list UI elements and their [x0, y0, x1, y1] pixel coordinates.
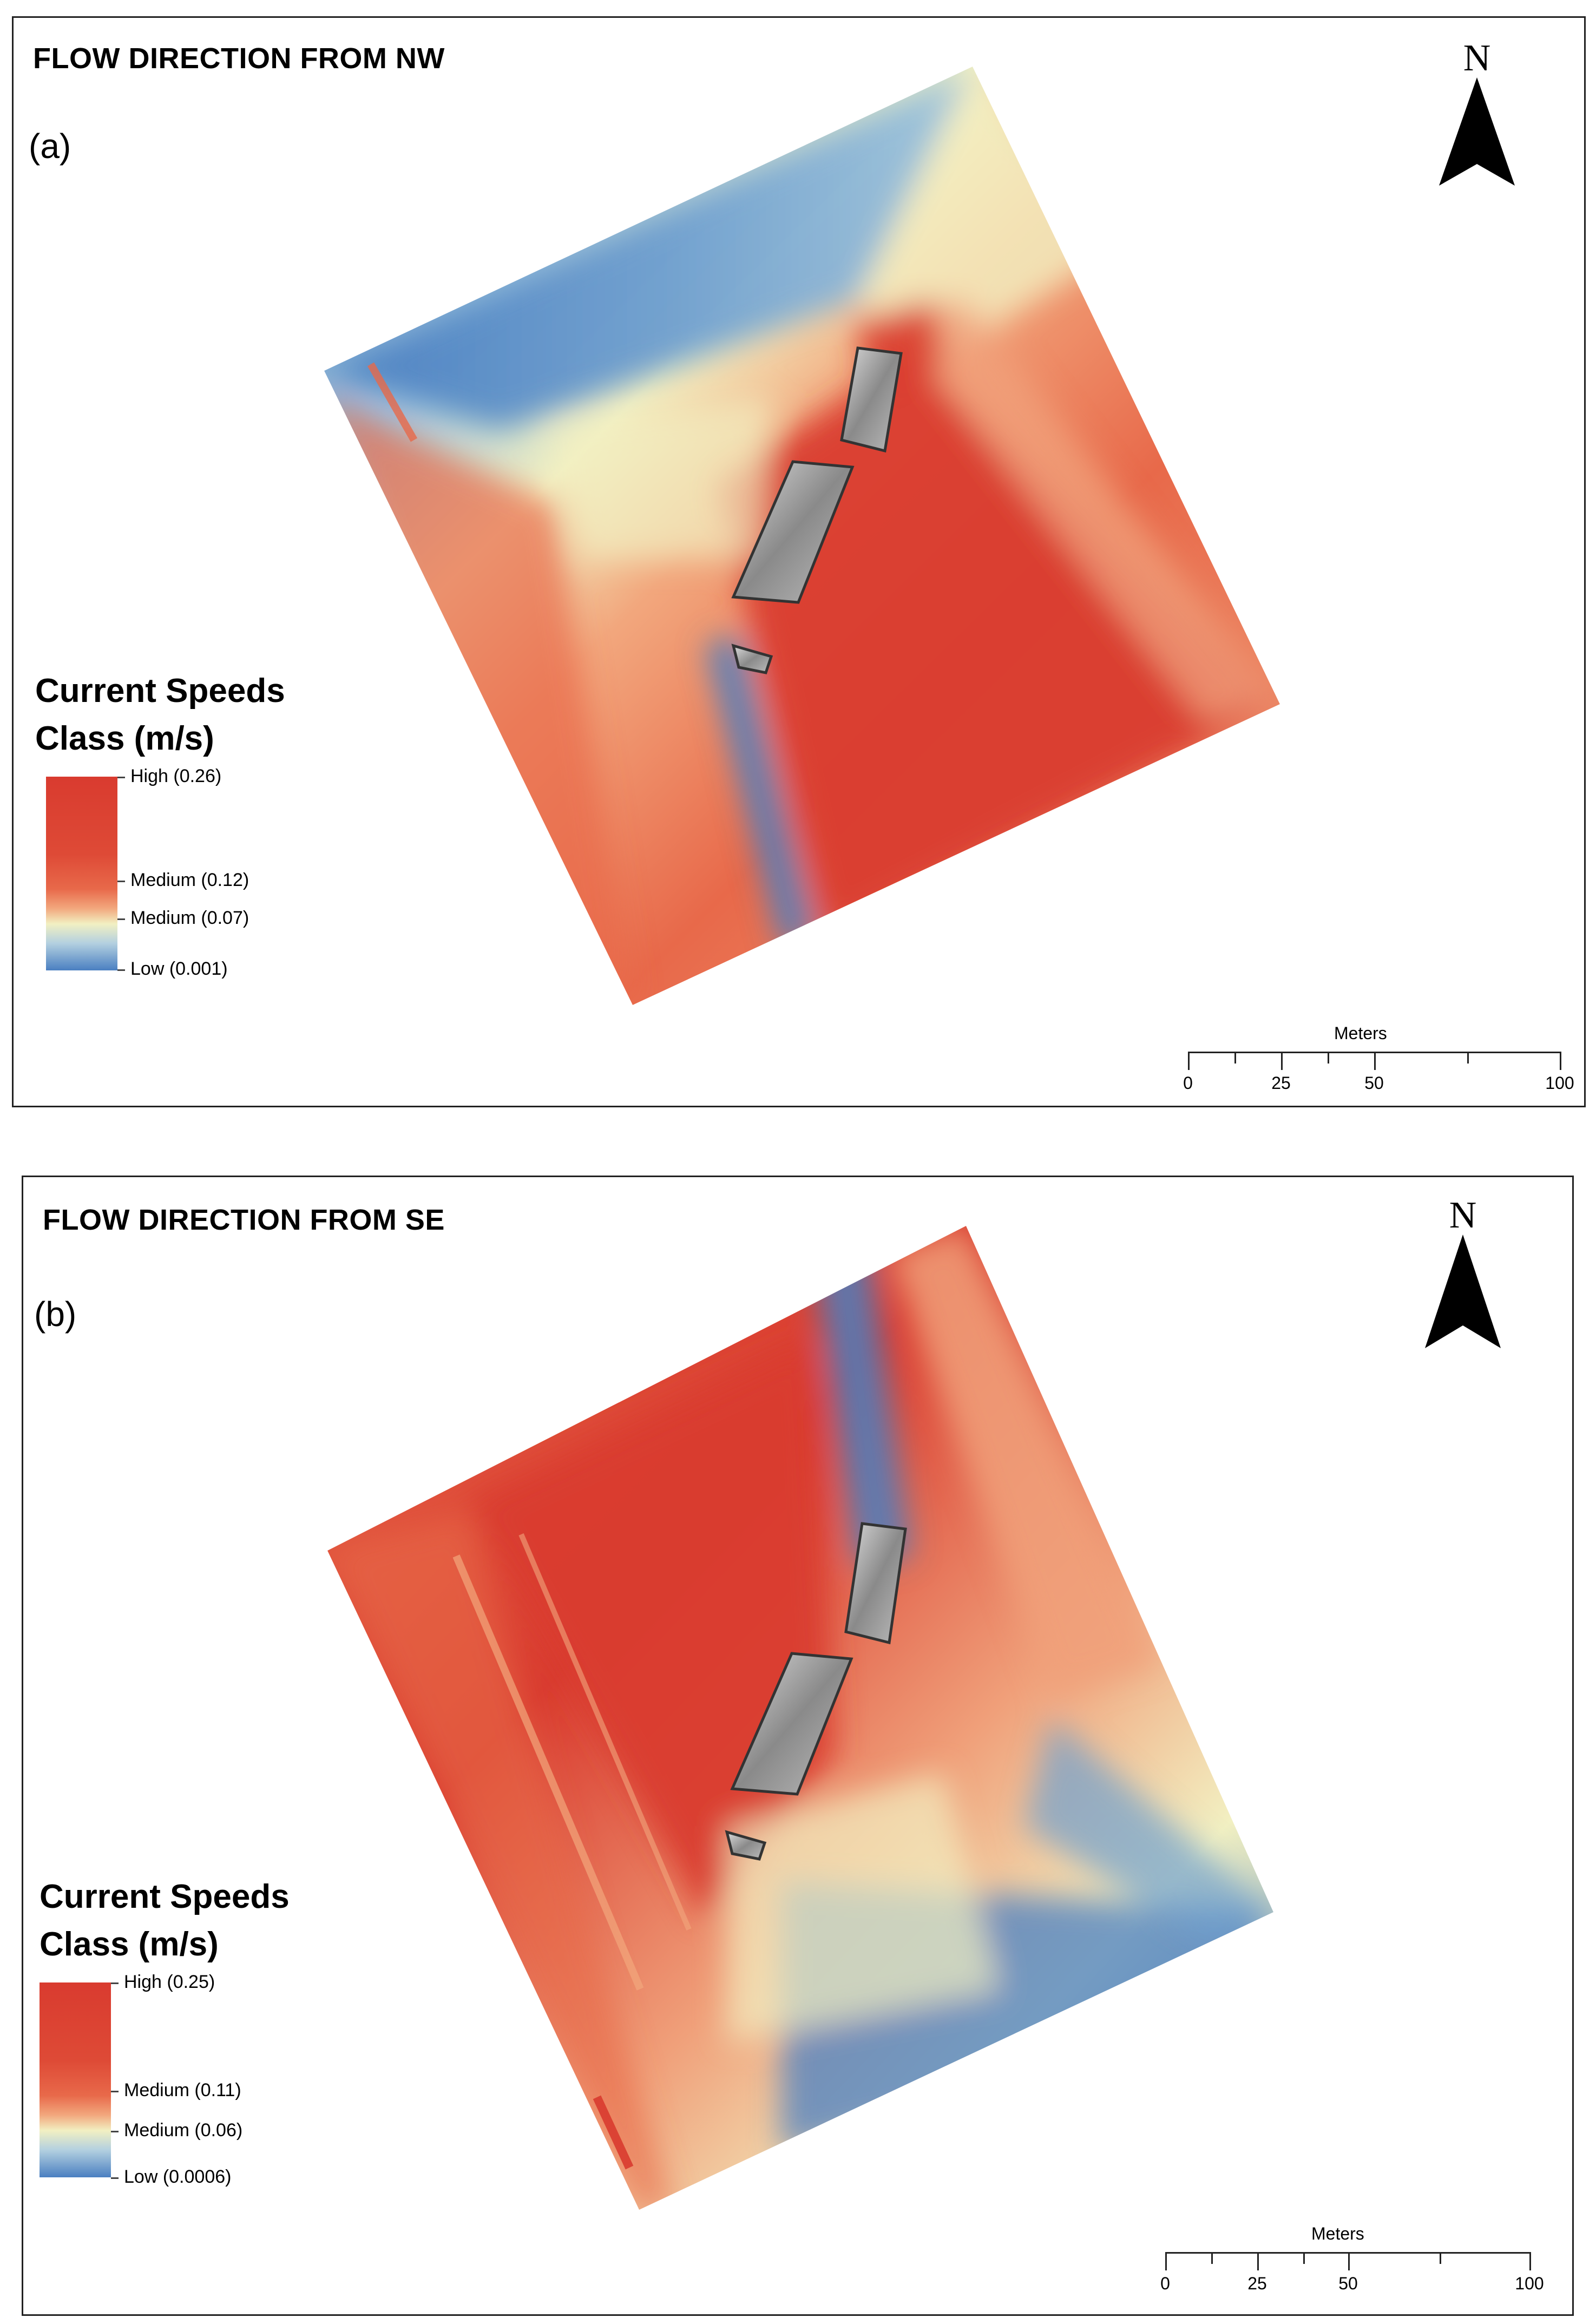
scale-tick-0: 0 [1183, 1073, 1193, 1093]
north-label: N [1449, 1194, 1477, 1236]
legend-entry-medium-low: Medium (0.06) [124, 2120, 243, 2141]
legend-title: Current Speeds [35, 672, 285, 710]
legend-subtitle: Class (m/s) [40, 1926, 219, 1963]
north-arrow-icon [1439, 77, 1515, 186]
scale-tick-25: 25 [1247, 2274, 1267, 2293]
shipwreck-icon [725, 1522, 907, 1861]
north-arrow: N [1434, 40, 1520, 188]
scale-bar: Meters 0 25 50 100 [1172, 1023, 1574, 1094]
scale-tick-50: 50 [1364, 1073, 1384, 1093]
scale-tick-25: 25 [1271, 1073, 1291, 1093]
scale-tick-0: 0 [1160, 2274, 1170, 2293]
north-arrow-icon [1425, 1235, 1501, 1348]
panel-label: (a) [29, 127, 71, 166]
map-panel-b: FLOW DIRECTION FROM SE (b) [22, 1176, 1574, 2316]
current-speed-map [324, 67, 1280, 1005]
panel-title: FLOW DIRECTION FROM SE [43, 1204, 445, 1236]
color-ramp [40, 1982, 111, 2177]
panel-label: (b) [34, 1295, 77, 1334]
scale-tick-50: 50 [1338, 2274, 1358, 2293]
north-arrow: N [1420, 1197, 1506, 1351]
scale-unit: Meters [1311, 2224, 1364, 2243]
scale-tick-100: 100 [1515, 2274, 1544, 2293]
scale-bar: Meters 0 25 50 100 [1149, 2224, 1549, 2294]
legend-entry-medium-high: Medium (0.11) [124, 2080, 241, 2100]
legend-title: Current Speeds [40, 1878, 290, 1915]
legend-entry-low: Low (0.0006) [124, 2167, 232, 2187]
scale-unit: Meters [1334, 1023, 1387, 1043]
legend-entry-low: Low (0.001) [130, 959, 228, 979]
legend: Current Speeds Class (m/s) High (0.25) M… [40, 1876, 418, 2223]
north-label: N [1463, 37, 1491, 79]
legend-entry-high: High (0.26) [130, 766, 222, 786]
panel-title: FLOW DIRECTION FROM NW [33, 42, 445, 75]
legend-subtitle: Class (m/s) [35, 720, 214, 757]
current-speed-map [327, 1226, 1273, 2210]
shipwreck-icon [731, 346, 903, 674]
legend-entry-medium-high: Medium (0.12) [130, 870, 249, 890]
legend: Current Speeds Class (m/s) High (0.26) M… [35, 671, 414, 1006]
map-panel-a: FLOW DIRECTION FROM NW (a) [12, 16, 1586, 1107]
legend-entry-high: High (0.25) [124, 1972, 215, 1992]
legend-entry-medium-low: Medium (0.07) [130, 908, 249, 928]
scale-tick-100: 100 [1545, 1073, 1574, 1093]
color-ramp [46, 777, 117, 970]
